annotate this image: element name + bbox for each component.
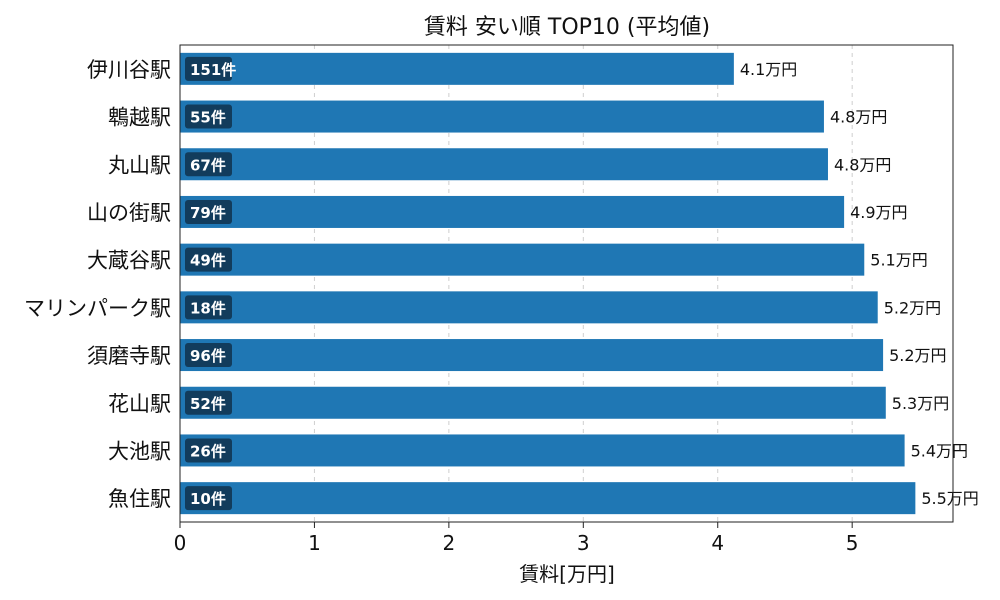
y-tick-label: 大蔵谷駅 bbox=[87, 249, 171, 273]
bar bbox=[180, 386, 886, 419]
count-badge-label: 55件 bbox=[190, 109, 226, 127]
value-label: 5.1万円 bbox=[870, 251, 927, 270]
value-label: 4.9万円 bbox=[850, 203, 907, 222]
bar bbox=[180, 52, 734, 85]
bar bbox=[180, 482, 916, 515]
count-badge-label: 96件 bbox=[190, 347, 226, 365]
axis-layer: 0 1 2 3 4 5 bbox=[174, 44, 954, 555]
y-tick-label: 伊川谷駅 bbox=[87, 58, 171, 82]
value-label: 4.8万円 bbox=[834, 155, 891, 174]
value-label: 5.3万円 bbox=[892, 394, 949, 413]
count-badge-label: 79件 bbox=[190, 204, 226, 222]
value-label: 5.5万円 bbox=[921, 489, 978, 508]
value-label: 5.2万円 bbox=[889, 346, 946, 365]
count-badge bbox=[185, 438, 232, 463]
count-badge bbox=[185, 247, 232, 272]
y-tick-label: 花山駅 bbox=[108, 392, 171, 416]
count-badge-label: 151件 bbox=[190, 61, 236, 79]
count-badge-label: 10件 bbox=[190, 490, 226, 508]
value-label: 5.2万円 bbox=[884, 298, 941, 317]
count-badge bbox=[185, 199, 232, 224]
value-label: 5.4万円 bbox=[911, 441, 968, 460]
y-tick-label: 山の街駅 bbox=[87, 201, 171, 225]
x-tick-label: 0 bbox=[174, 531, 187, 555]
value-label: 4.8万円 bbox=[830, 108, 887, 127]
bar bbox=[180, 100, 824, 133]
bar bbox=[180, 148, 828, 181]
count-badge bbox=[185, 390, 232, 415]
x-tick-label: 5 bbox=[846, 531, 859, 555]
count-badge bbox=[185, 56, 232, 81]
x-tick-label: 2 bbox=[443, 531, 456, 555]
count-badge-label: 52件 bbox=[190, 395, 226, 413]
bar bbox=[180, 243, 865, 276]
x-tick-label: 4 bbox=[711, 531, 724, 555]
chart-title: 賃料 安い順 TOP10 (平均値) bbox=[424, 15, 710, 40]
count-badge bbox=[185, 152, 232, 177]
count-badge bbox=[185, 104, 232, 129]
count-badge bbox=[185, 486, 232, 511]
bar bbox=[180, 291, 878, 324]
y-tick-label: 須磨寺駅 bbox=[87, 344, 171, 368]
count-badge bbox=[185, 295, 232, 320]
y-tick-label: 大池駅 bbox=[108, 439, 171, 463]
count-badge-label: 18件 bbox=[190, 299, 226, 317]
plot-frame bbox=[179, 44, 954, 523]
count-badge-label: 49件 bbox=[190, 252, 226, 270]
y-tick-label: 魚住駅 bbox=[108, 487, 171, 511]
count-badge bbox=[185, 343, 232, 368]
x-tick-label: 1 bbox=[308, 531, 321, 555]
bar bbox=[180, 339, 884, 372]
count-badge-label: 67件 bbox=[190, 156, 226, 174]
bar bbox=[180, 195, 845, 228]
bar-layer bbox=[180, 52, 916, 515]
bar bbox=[180, 434, 905, 467]
count-badge-label: 26件 bbox=[190, 442, 226, 460]
y-tick-label: 鵯越駅 bbox=[108, 106, 171, 130]
y-tick-label: マリンパーク駅 bbox=[24, 296, 171, 320]
x-axis-label: 賃料[万円] bbox=[519, 562, 615, 586]
value-label: 4.1万円 bbox=[740, 60, 797, 79]
x-tick-label: 3 bbox=[577, 531, 590, 555]
y-tick-label: 丸山駅 bbox=[108, 153, 171, 177]
